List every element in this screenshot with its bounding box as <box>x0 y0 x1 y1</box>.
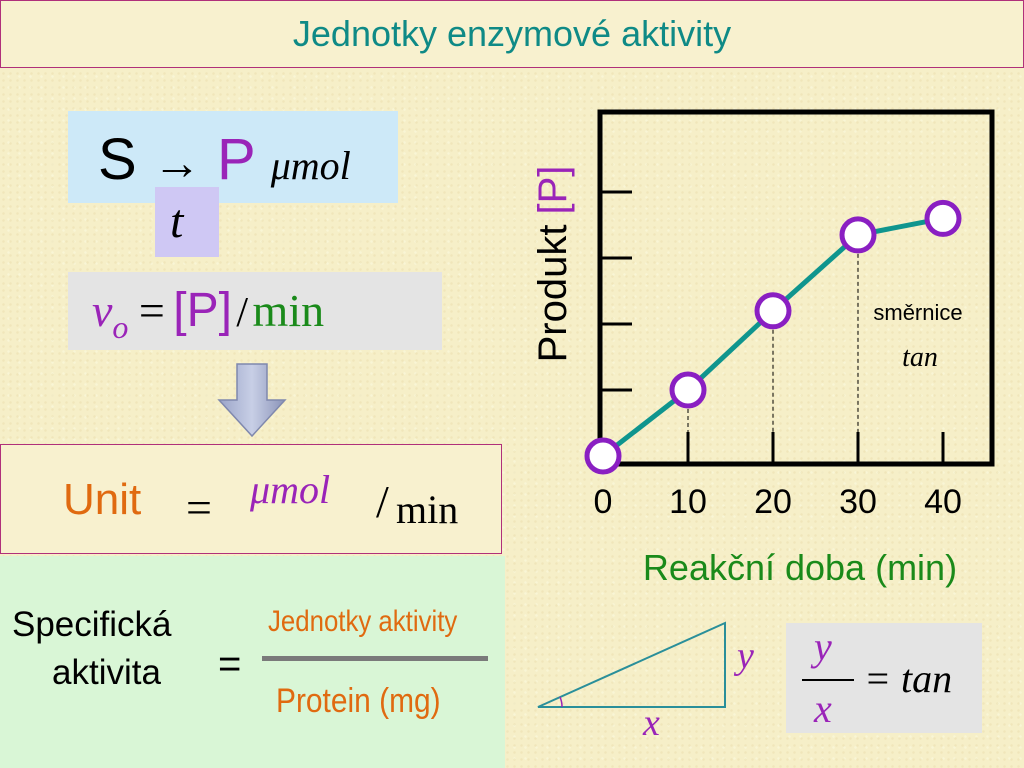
x-tick-label-1: 10 <box>669 483 707 521</box>
velocity-slash: / <box>236 290 249 336</box>
tan-box <box>786 623 982 733</box>
specific-equals: = <box>218 642 242 686</box>
reaction-box <box>68 111 398 203</box>
x-tick-label-4: 40 <box>924 483 962 521</box>
page-title: Jednotky enzymové aktivity <box>292 13 732 54</box>
reaction-arrow: → <box>152 137 201 190</box>
velocity-equation: vo = [P] / min <box>92 278 325 345</box>
triangle-x: x <box>643 702 660 744</box>
velocity-box <box>68 272 442 350</box>
data-point-0 <box>584 437 622 475</box>
specific-label-line2: aktivita <box>52 653 161 692</box>
product-time-chart: 0 10 20 30 40 směrnice tan Produkt [P] Reakčn… <box>531 109 995 588</box>
x-tick-label-3: 30 <box>839 483 877 521</box>
triangle-y: y <box>737 635 754 677</box>
velocity-min: min <box>252 285 325 336</box>
x-tick-label-0: 0 <box>594 483 613 521</box>
y-axis-label: Produkt [P] <box>531 166 575 363</box>
product-p: P <box>216 127 255 192</box>
tan-fraction-line <box>802 679 854 681</box>
data-point-1 <box>669 371 707 409</box>
fraction-numerator: Jednotky aktivity <box>268 605 458 638</box>
down-arrow-icon <box>217 363 287 438</box>
unit-label: Unit <box>63 475 142 524</box>
y-axis-label-bracket: [P] <box>531 166 575 215</box>
tan-y: y <box>814 624 832 669</box>
velocity-subscript: o <box>112 309 129 345</box>
data-point-4 <box>924 199 962 237</box>
velocity-product: [P] <box>173 284 232 337</box>
tan-equals: = tan <box>864 656 953 701</box>
umol-label: μmol <box>270 143 351 188</box>
time-t: t <box>170 195 184 248</box>
annotation-tan: tan <box>902 342 938 373</box>
chart-frame <box>597 109 995 467</box>
annotation-smernice: směrnice <box>873 300 962 325</box>
unit-box <box>0 444 502 554</box>
unit-slash: / <box>376 476 389 527</box>
x-axis-label: Reakční doba (min) <box>643 547 957 588</box>
right-triangle <box>537 621 726 708</box>
unit-equals: = <box>186 482 212 533</box>
fraction-line <box>262 656 488 661</box>
fraction-denominator: Protein (mg) <box>276 682 441 720</box>
velocity-equals: = <box>138 285 165 336</box>
data-point-3 <box>839 216 877 254</box>
substrate-s: S <box>98 127 137 192</box>
unit-min: min <box>396 487 459 532</box>
x-tick-label-2: 20 <box>754 483 792 521</box>
time-box <box>155 187 219 257</box>
y-axis-label-text: Produkt <box>531 225 575 363</box>
velocity-v: v <box>92 285 113 336</box>
tan-x: x <box>814 686 832 731</box>
title-bar: Jednotky enzymové aktivity <box>0 0 1024 68</box>
data-point-2 <box>754 292 792 330</box>
reaction-equation: S → P μmol <box>98 125 351 201</box>
specific-activity-panel <box>0 556 505 768</box>
specific-label-line1: Specifická <box>12 605 172 644</box>
unit-umol: μmol <box>250 467 331 512</box>
